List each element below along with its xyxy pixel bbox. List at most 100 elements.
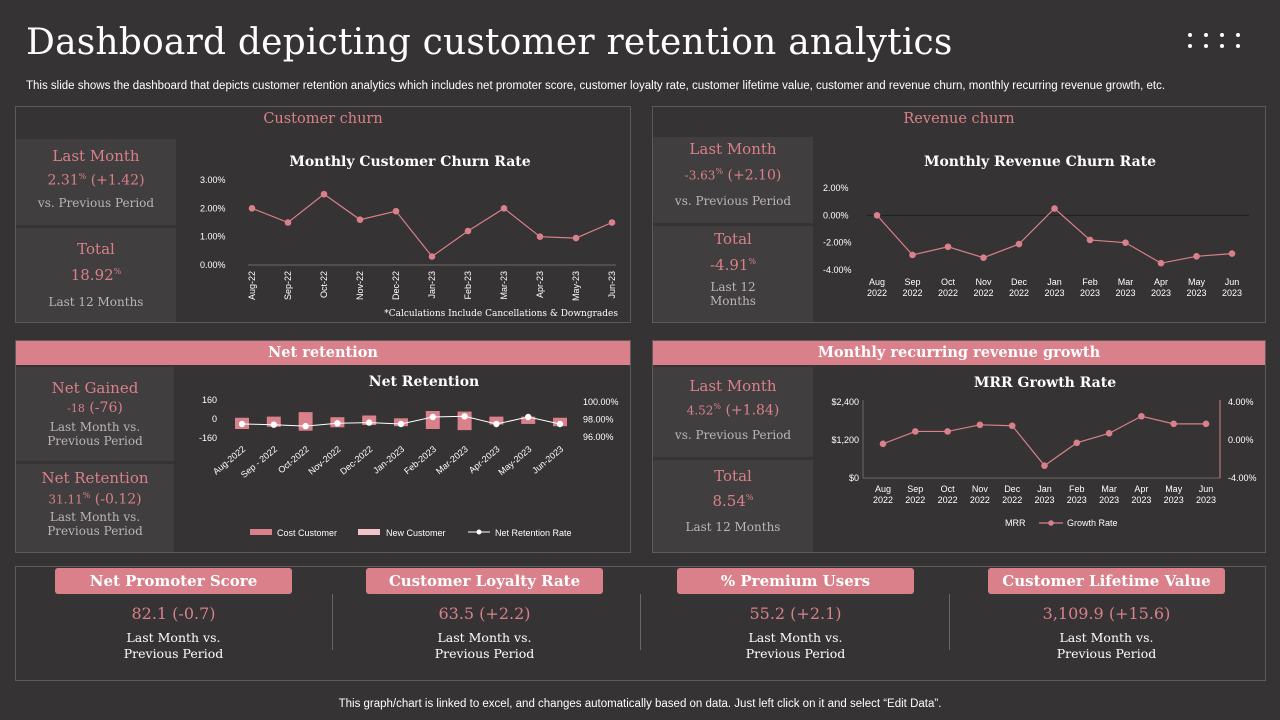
chart-title: Net Retention bbox=[369, 374, 479, 390]
x-tick-label: Mar-2023 bbox=[434, 444, 470, 476]
x-tick-label: May bbox=[1165, 484, 1183, 494]
x-tick-label: Jan-23 bbox=[427, 271, 437, 299]
x-tick-label: Jun-23 bbox=[607, 271, 617, 299]
kpi-value-premium-users: 55.2 (+2.1) bbox=[749, 604, 842, 623]
churn-point bbox=[536, 233, 544, 240]
total-label: Total bbox=[714, 467, 752, 485]
revenue-churn-panel: Revenue churn Last Month -3.63% (+2.10) … bbox=[652, 106, 1266, 323]
customer-churn-panel: Customer churn Last Month 2.31% (+1.42) … bbox=[15, 106, 631, 323]
y-tick-label-left: $1,200 bbox=[831, 435, 859, 445]
growth-rate-point bbox=[912, 428, 919, 435]
growth-rate-point bbox=[944, 428, 951, 435]
y-tick-label-right: 0.00% bbox=[1228, 435, 1254, 445]
menu-dots-icon[interactable] bbox=[1186, 31, 1246, 51]
legend-label: Cost Customer bbox=[277, 528, 337, 538]
cost-customer-bar bbox=[457, 420, 472, 431]
net-retention-rate-point bbox=[302, 422, 309, 430]
last-month-label: Last Month bbox=[689, 377, 777, 395]
revenue-churn-chart: Monthly Revenue Churn Rate 2.00% 0.00% -2.0… bbox=[823, 154, 1249, 298]
x-tick-label: 2023 bbox=[1151, 288, 1171, 298]
new-customer-bar bbox=[266, 416, 281, 420]
x-tick-label: 2022 bbox=[1002, 495, 1022, 505]
new-customer-bar bbox=[489, 416, 504, 420]
x-tick-label: Feb-2023 bbox=[402, 444, 438, 476]
x-tick-label: 2023 bbox=[1186, 288, 1206, 298]
x-tick-label: Nov-2022 bbox=[306, 444, 342, 477]
x-tick-label: 2022 bbox=[873, 495, 893, 505]
growth-rate-point bbox=[1105, 430, 1113, 437]
y-tick-label-right: 100.00% bbox=[583, 397, 619, 407]
revenue-churn-point bbox=[1157, 259, 1165, 267]
revenue-churn-point bbox=[944, 243, 952, 251]
cost-customer-bar bbox=[425, 420, 440, 429]
x-tick-label: Dec-2022 bbox=[338, 444, 374, 477]
x-tick-label: 2023 bbox=[1115, 288, 1135, 298]
x-tick-label: 2023 bbox=[1044, 288, 1064, 298]
growth-rate-point bbox=[1202, 420, 1210, 428]
x-tick-label: 2022 bbox=[1009, 288, 1029, 298]
x-tick-label: Mar-23 bbox=[499, 271, 509, 300]
y-tick-label: -2.00% bbox=[823, 238, 852, 248]
kpi-header-net-promoter-score: Net Promoter Score bbox=[55, 568, 292, 594]
net-retention-value: 31.11% (-0.12) bbox=[48, 491, 142, 508]
net-retention-rate-point bbox=[525, 413, 532, 421]
growth-rate-point bbox=[1170, 420, 1177, 428]
revenue-churn-line bbox=[876, 207, 1233, 264]
growth-rate-point bbox=[879, 440, 887, 448]
x-tick-label: Sep bbox=[907, 484, 923, 494]
total-label: Total bbox=[714, 230, 752, 248]
churn-point bbox=[320, 190, 328, 198]
legend-label: New Customer bbox=[386, 528, 446, 538]
legend-swatch-cost-customer bbox=[250, 529, 272, 535]
last-month-value: 4.52% (+1.84) bbox=[686, 402, 780, 419]
kpi-strip bbox=[15, 566, 1266, 681]
legend-label: Net Retention Rate bbox=[495, 528, 572, 538]
y-tick-label-right: 98.00% bbox=[583, 415, 614, 425]
net-retention-rate-point bbox=[366, 419, 373, 426]
legend-swatch-net-retention-rate-point bbox=[476, 529, 482, 535]
x-tick-label: Feb-23 bbox=[463, 271, 473, 300]
y-tick-label: 0.00% bbox=[200, 260, 226, 270]
x-tick-label: 2023 bbox=[1131, 495, 1151, 505]
last-month-label: Last Month bbox=[52, 147, 140, 165]
y-tick-label-right: -4.00% bbox=[1228, 473, 1257, 483]
x-tick-label: May-2023 bbox=[496, 444, 533, 477]
x-tick-label: Nov bbox=[972, 484, 989, 494]
mrr-total-box: Total 8.54% Last 12 Months bbox=[653, 460, 813, 552]
new-customer-bar bbox=[553, 417, 567, 420]
last-month-value: 2.31% (+1.42) bbox=[47, 172, 145, 189]
chart-title: MRR Growth Rate bbox=[974, 375, 1116, 391]
x-tick-label: Dec bbox=[1004, 484, 1021, 494]
page-title: Dashboard depicting customer retention a… bbox=[26, 22, 953, 63]
growth-rate-point bbox=[1138, 412, 1145, 420]
x-tick-label: Oct bbox=[941, 277, 956, 287]
net-retention-label: Net Retention bbox=[41, 469, 149, 487]
x-tick-label: Sep-22 bbox=[283, 271, 293, 300]
net-retention-rate-point bbox=[429, 413, 436, 421]
x-tick-label: 2023 bbox=[1034, 495, 1054, 505]
kpi-header-customer-lifetime-value: Customer Lifetime Value bbox=[988, 568, 1225, 594]
kpi-divider bbox=[332, 594, 333, 650]
x-tick-label: 2022 bbox=[902, 288, 922, 298]
kpi-sub-customer-loyalty-rate: Last Month vs. Previous Period bbox=[434, 630, 535, 661]
x-tick-label: Feb bbox=[1069, 484, 1085, 494]
x-tick-label: Jan-2023 bbox=[371, 444, 406, 476]
x-tick-label: 2023 bbox=[1222, 288, 1242, 298]
net-retention-rate-point bbox=[556, 420, 564, 428]
net-retention-rate-point bbox=[397, 420, 405, 428]
revenue-churn-point bbox=[1193, 253, 1200, 260]
churn-point bbox=[284, 219, 292, 226]
total-value: -4.91% bbox=[709, 256, 757, 274]
churn-point bbox=[392, 207, 400, 215]
revenue-churn-point bbox=[980, 254, 987, 261]
x-tick-label: May-23 bbox=[571, 271, 581, 301]
y-tick-label-left: $0 bbox=[849, 473, 859, 483]
growth-rate-point bbox=[976, 421, 984, 429]
x-tick-label: 2023 bbox=[1067, 495, 1087, 505]
growth-rate-point bbox=[1008, 422, 1016, 430]
net-retention-rate-point bbox=[270, 421, 277, 428]
y-tick-label: 0.00% bbox=[823, 210, 849, 220]
x-tick-label: Mar bbox=[1118, 277, 1134, 287]
x-tick-label: Dec bbox=[1011, 277, 1028, 287]
net-retention-sub: Last Month vs. Previous Period bbox=[47, 509, 143, 538]
